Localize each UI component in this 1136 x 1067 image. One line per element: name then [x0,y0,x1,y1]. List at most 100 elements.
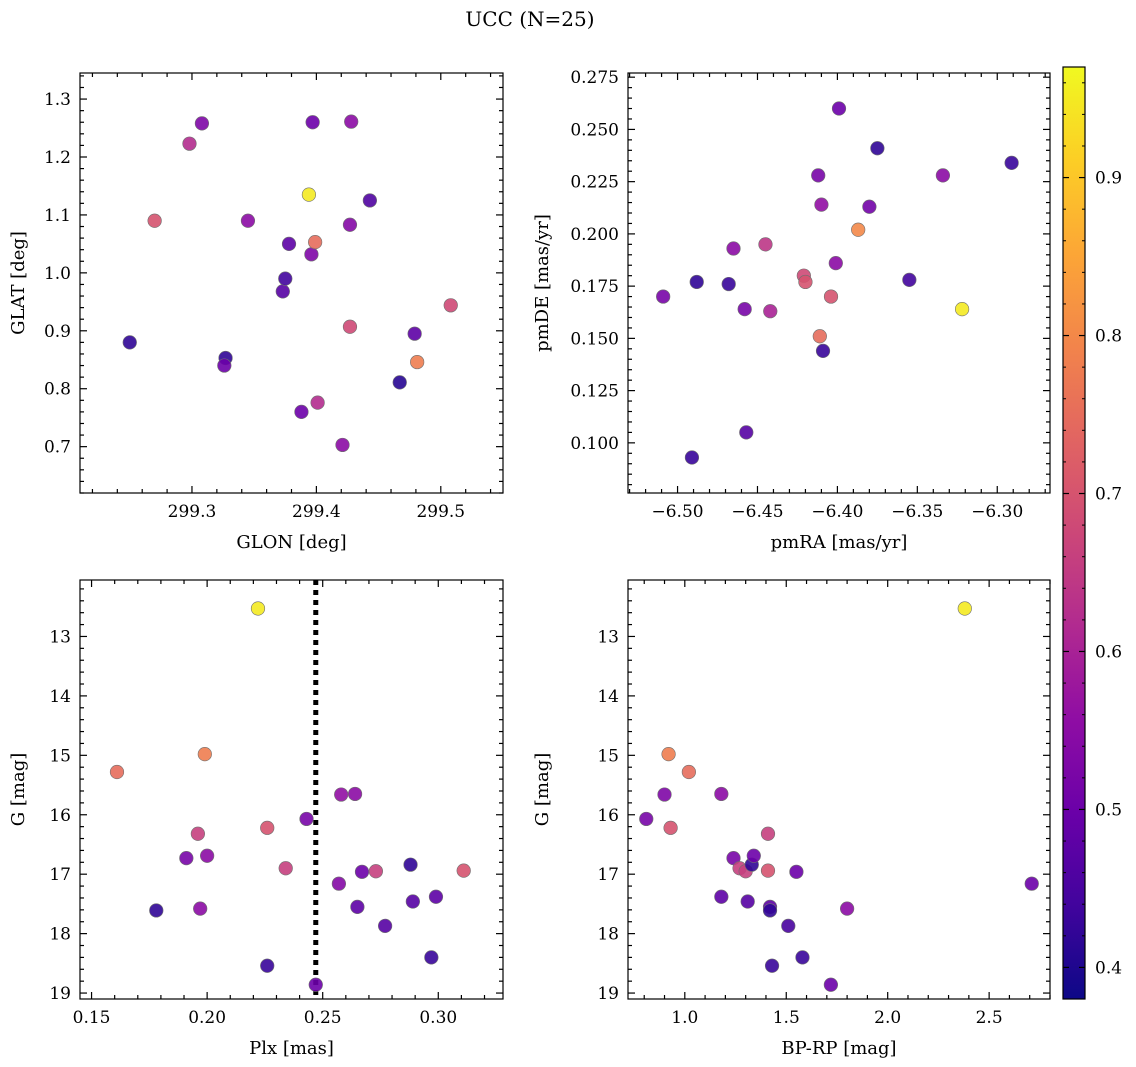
scatter-point [197,747,212,762]
scatter-point [344,114,359,129]
scatter-point [714,786,729,802]
y-tick-label: 0.7 [44,438,71,458]
scatter-point [811,168,826,183]
x-tick-label: 0.30 [419,1008,457,1028]
axis-ticks [80,580,503,999]
y-tick-label: 1.2 [44,148,71,168]
scatter-point [428,889,444,904]
y-tick-label: 15 [597,746,619,766]
scatter-point [342,217,358,232]
scatter-point [342,319,358,334]
scatter-point [739,425,754,440]
axes-frame [627,579,1051,1000]
scatter-point [954,302,970,317]
scatter-point [304,247,319,262]
scatter-point [758,237,773,252]
scatter-point [179,851,194,866]
scatter-point [935,168,951,183]
scatter-point [795,950,810,965]
colorbar-tick-label: 0.7 [1095,485,1122,505]
colorbar-tick-label: 0.8 [1095,327,1122,347]
scatter-point [789,864,804,879]
x-tick-label: −6.30 [971,502,1023,522]
axes-frame [79,579,504,1000]
y-tick-label: 13 [597,627,619,647]
scatter-point [331,876,346,891]
x-tick-label: 2.5 [976,1008,1003,1028]
scatter-point [200,848,215,863]
x-tick-label: 2.0 [874,1008,901,1028]
scatter-point [902,272,917,287]
scatter-point [392,375,407,390]
scatter-point [278,861,293,876]
panel-glon-glat: 299.3 299.4 299.5 0.7 0.8 0.9 1.0 1.1 1.2 1.3 GLON… [8,72,504,553]
scatter-point [405,894,420,909]
colorbar-bar [1062,66,1086,1000]
scatter-point [294,404,309,419]
panel-pmra-pmde: −6.50 −6.45 −6.40 −6.35 −6.30 0.100 0.125 0.150… [532,68,1051,553]
scatter-point [831,101,847,116]
scatter-point [760,826,776,841]
scatter-point [656,289,671,304]
axes-frame [627,72,1051,494]
scatter-point [812,329,827,344]
y-tick-label: 0.9 [44,322,71,342]
scatter-point [726,241,741,256]
y-tick-label: 1.0 [44,264,71,284]
y-tick-label: 0.175 [570,277,619,297]
scatter-point [764,958,780,973]
scatter-point [456,863,471,878]
colorbar-tick-label: 0.4 [1095,958,1122,978]
panel-bprp-g: 1.0 1.5 2.0 2.5 13 14 15 16 17 18 19 BP-RP [mag] G [… [532,579,1051,1059]
scatter-point [193,901,208,916]
x-axis-label: pmRA [mas/yr] [771,532,908,553]
scatter-point [250,601,266,616]
y-axis-label: G [mag] [532,753,553,826]
scatter-point [721,276,736,292]
y-tick-label: 0.125 [570,382,619,402]
scatter-point [122,335,137,350]
figure-title: UCC (N=25) [465,7,594,31]
scatter-point [240,213,256,228]
y-tick-label: 13 [49,627,71,647]
scatter-point [260,820,275,835]
y-tick-label: 14 [49,687,71,707]
scatter-point [639,811,654,827]
scatter-point [815,343,831,359]
scatter-point [308,977,323,992]
y-tick-label: 0.200 [570,225,619,245]
x-tick-label: −6.45 [731,502,783,522]
axis-ticks [628,580,1051,999]
scatter-point [798,274,813,290]
scatter-point [109,764,125,780]
scatter-point [149,903,164,918]
y-tick-label: 0.150 [570,329,619,349]
y-tick-label: 0.275 [570,68,619,88]
scatter-point [1024,876,1039,891]
scatter-point [657,787,672,802]
y-tick-label: 15 [49,746,71,766]
scatter-point [760,863,776,878]
y-axis-label: pmDE [mas/yr] [532,214,553,352]
panel-plx-g: 0.15 0.20 0.25 0.30 13 14 15 16 17 18 19 Plx [mas] G… [8,579,504,1059]
scatter-point [194,116,210,131]
x-tick-label: 0.25 [304,1008,342,1028]
scatter-point [275,284,290,299]
scatter-point [368,864,383,879]
scatter-point [424,950,439,965]
scatter-point [260,958,275,973]
scatter-point [781,918,796,933]
scatter-point [301,187,317,202]
scatter-point [182,136,197,151]
scatter-point [663,820,678,835]
y-tick-label: 18 [597,925,619,945]
scatter-point [334,787,349,802]
scatter-point [681,764,696,780]
y-axis-label: GLAT [deg] [8,231,29,335]
scatter-point [737,302,752,317]
axis-ticks [80,73,503,494]
x-tick-label: 299.4 [292,502,341,522]
x-axis-label: BP-RP [mag] [781,1038,896,1059]
y-tick-label: 16 [49,806,71,826]
